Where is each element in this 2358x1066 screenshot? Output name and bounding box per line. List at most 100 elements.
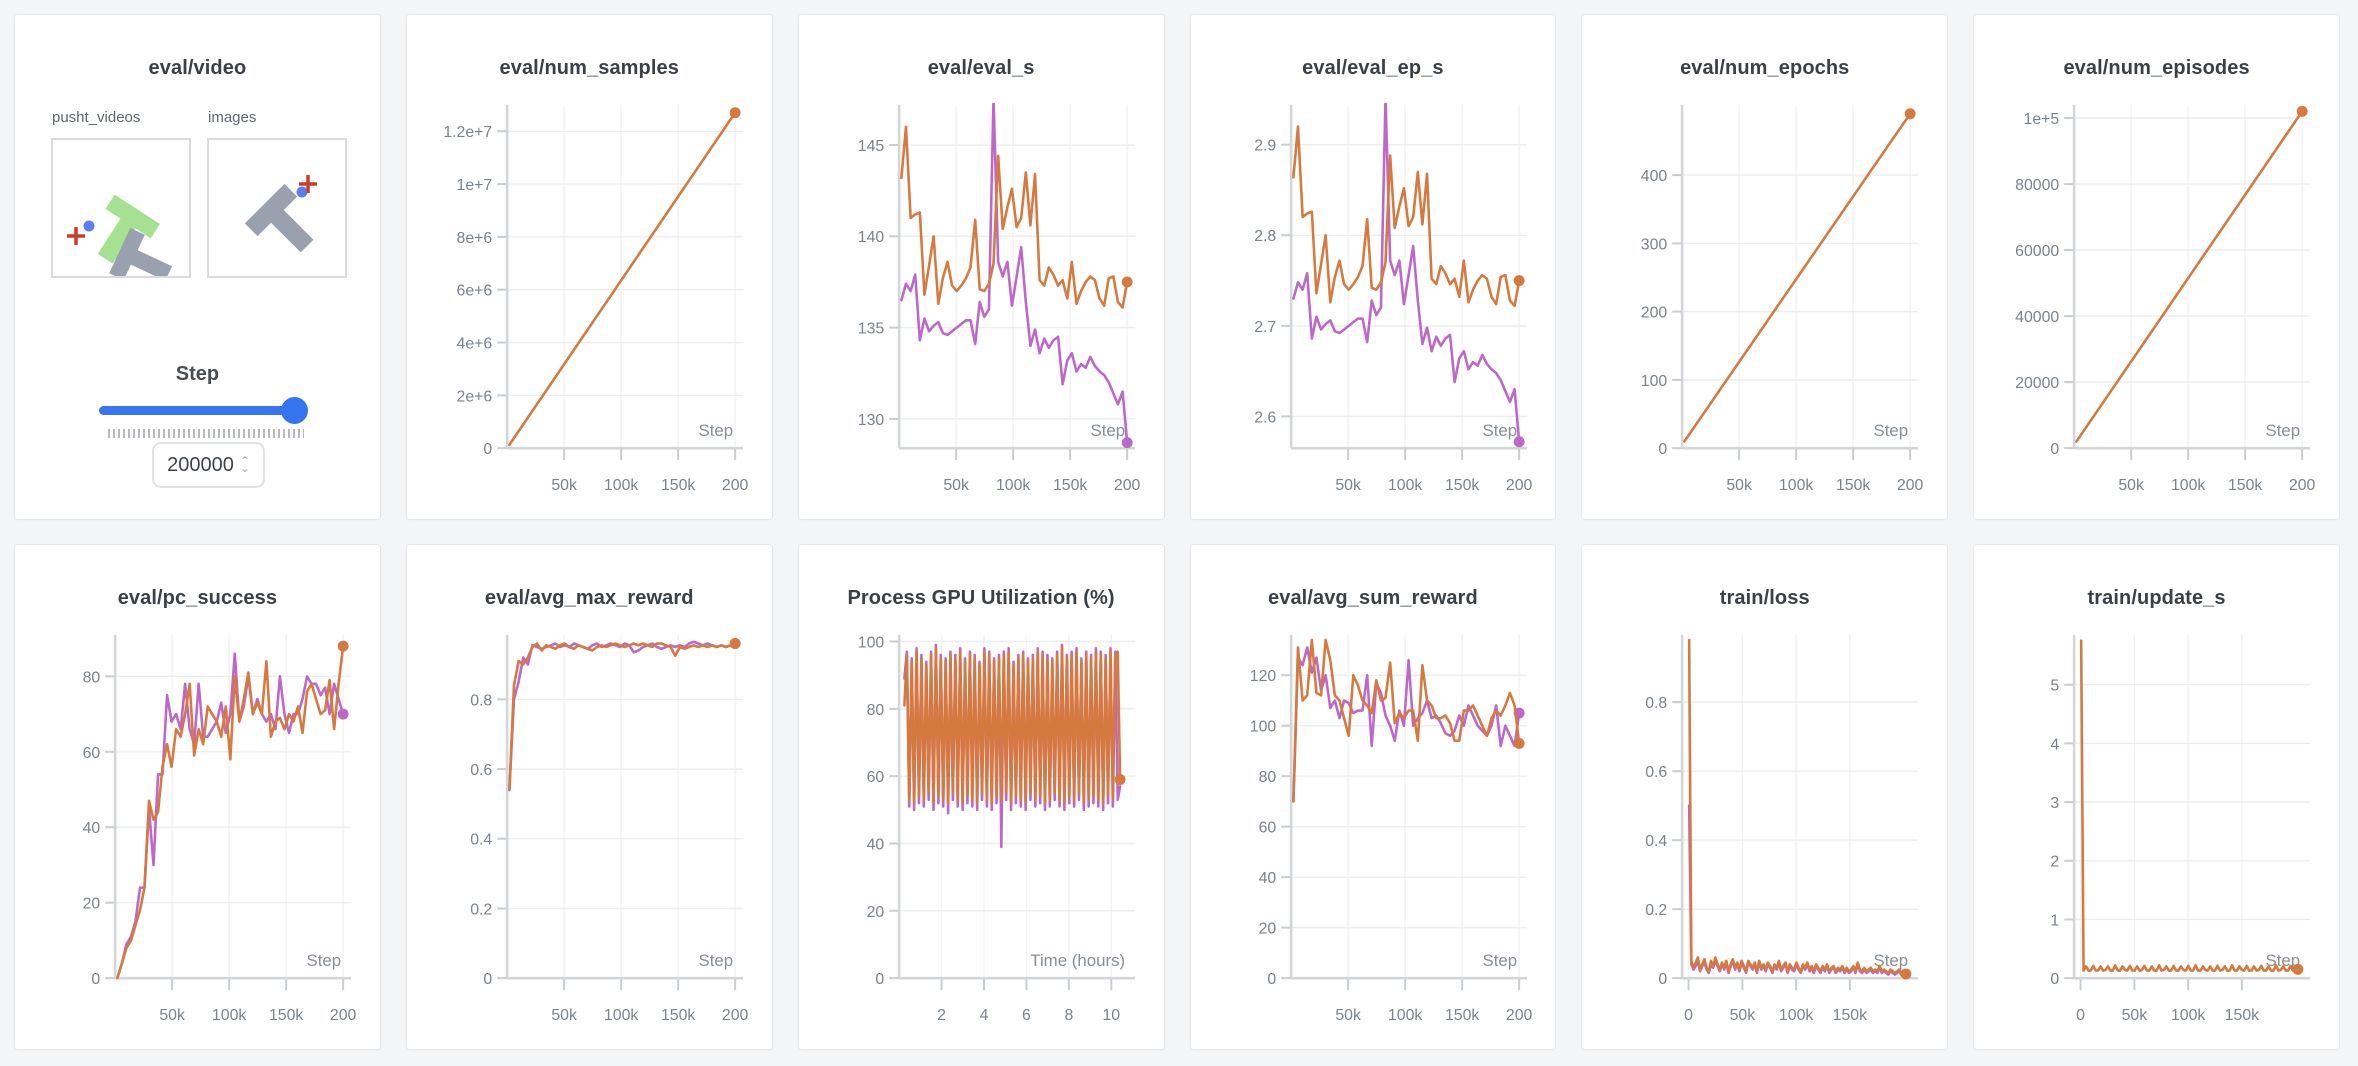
line-chart[interactable]: 50k 100k 150k 200 0 100 200 300 400 Step <box>1582 15 1947 519</box>
pusht-scene-icon <box>67 194 173 281</box>
svg-text:0: 0 <box>2051 971 2060 988</box>
svg-text:200: 200 <box>1114 477 1141 494</box>
svg-text:60: 60 <box>83 745 101 762</box>
line-chart[interactable]: 50k 100k 150k 200 0 2e+6 4e+6 6e+6 8e+6 1e+7 1.2e+… <box>407 15 772 519</box>
stepper-arrows[interactable]: ⌃ ⌄ <box>239 454 250 475</box>
svg-text:200: 200 <box>722 477 749 494</box>
line-chart[interactable]: 50k 100k 150k 200 0 20 40 60 80 Step <box>15 545 380 1049</box>
svg-text:5: 5 <box>2051 678 2060 695</box>
goal-cross-icon <box>67 227 85 245</box>
panel-title: Process GPU Utilization (%) <box>847 587 1115 609</box>
svg-text:0.4: 0.4 <box>1646 833 1668 850</box>
svg-text:200: 200 <box>1505 477 1532 494</box>
step-value-input[interactable]: 200000 ⌃ ⌄ <box>152 442 265 488</box>
svg-text:100k: 100k <box>1779 1007 1813 1024</box>
svg-text:80000: 80000 <box>2015 177 2059 194</box>
line-chart[interactable]: 50k 100k 150k 200 2.6 2.7 2.8 2.9 Step <box>1191 15 1556 519</box>
svg-text:0: 0 <box>875 971 884 988</box>
panel-title: eval/pc_success <box>117 587 278 609</box>
svg-text:0: 0 <box>483 971 492 988</box>
svg-text:200: 200 <box>1505 1007 1532 1024</box>
svg-text:0: 0 <box>483 441 492 458</box>
svg-text:200: 200 <box>722 1007 749 1024</box>
svg-text:4: 4 <box>979 1007 988 1024</box>
svg-text:2.8: 2.8 <box>1254 228 1276 245</box>
svg-text:200: 200 <box>1641 305 1668 322</box>
line-chart[interactable]: 50k 100k 150k 200 0 20000 40000 60000 80000 1e+5 S… <box>1974 15 2339 519</box>
svg-text:1.2e+7: 1.2e+7 <box>443 124 492 141</box>
chart-panel-eval-s: eval/eval_s 50k 100k 150k 200 130 135 140 145 St… <box>797 14 1165 520</box>
svg-text:2e+6: 2e+6 <box>456 388 492 405</box>
svg-text:80: 80 <box>83 669 101 686</box>
svg-text:0: 0 <box>1659 971 1668 988</box>
svg-text:150k: 150k <box>661 1007 695 1024</box>
svg-text:100k: 100k <box>604 1007 638 1024</box>
chart-panel-eval-ep-s: eval/eval_ep_s 50k 100k 150k 200 2.6 2.7 2.8 2.… <box>1189 14 1557 520</box>
stepper-up-icon[interactable]: ⌃ <box>239 454 250 468</box>
line-chart[interactable]: 50k 100k 150k 200 130 135 140 145 Step <box>799 15 1164 519</box>
line-chart[interactable]: 50k 100k 150k 200 0 0.2 0.4 0.6 0.8 Step <box>407 545 772 1049</box>
svg-text:145: 145 <box>857 138 884 155</box>
pusht-video-thumbnail[interactable] <box>51 138 191 281</box>
svg-text:40: 40 <box>866 836 884 853</box>
chart-panel-avg-sum-reward: eval/avg_sum_reward 50k 100k 150k 200 0 20 40 6… <box>1189 544 1557 1050</box>
svg-text:8: 8 <box>1064 1007 1073 1024</box>
line-chart[interactable]: 0 50k 100k 150k 0 0.2 0.4 0.6 0.8 Step <box>1582 545 1947 1049</box>
svg-text:135: 135 <box>857 321 884 338</box>
agent-dot-icon <box>83 220 95 232</box>
step-slider-track[interactable] <box>99 406 305 415</box>
chart-panel-train-update-s: train/update_s 0 50k 100k 150k 0 1 2 3 4 5 Step <box>1973 544 2340 1050</box>
svg-text:6: 6 <box>1022 1007 1031 1024</box>
svg-text:4e+6: 4e+6 <box>456 335 492 352</box>
svg-text:80: 80 <box>866 702 884 719</box>
svg-text:40: 40 <box>1258 870 1276 887</box>
svg-text:Step: Step <box>2266 421 2301 440</box>
svg-text:120: 120 <box>1249 668 1276 685</box>
svg-text:10: 10 <box>1102 1007 1120 1024</box>
svg-text:150k: 150k <box>2225 1007 2259 1024</box>
svg-text:1e+7: 1e+7 <box>456 177 492 194</box>
svg-text:80: 80 <box>1258 769 1276 786</box>
svg-text:0.2: 0.2 <box>1646 902 1668 919</box>
chart-panel-num-samples: eval/num_samples 50k 100k 150k 200 0 2e+6 4e+6… <box>405 14 773 520</box>
chart-panel-num-episodes: eval/num_episodes 50k 100k 150k 200 0 20000 40… <box>1973 14 2340 520</box>
svg-text:140: 140 <box>857 229 884 246</box>
svg-text:100: 100 <box>1249 719 1276 736</box>
svg-text:0: 0 <box>1684 1007 1693 1024</box>
panel-title: eval/num_samples <box>499 57 679 79</box>
svg-text:Step: Step <box>306 951 341 970</box>
media-panel-eval-video: eval/video pusht_videos images <box>14 14 381 520</box>
stepper-down-icon[interactable]: ⌄ <box>239 461 250 475</box>
images-thumbnail[interactable] <box>207 138 347 278</box>
svg-text:Step: Step <box>1874 421 1909 440</box>
svg-text:0: 0 <box>2076 1007 2085 1024</box>
svg-text:Step: Step <box>1874 951 1909 970</box>
svg-text:150k: 150k <box>1833 1007 1867 1024</box>
svg-text:Step: Step <box>1090 421 1125 440</box>
svg-text:50k: 50k <box>1727 477 1753 494</box>
pusht-image-icon <box>244 175 317 253</box>
panel-title: eval/avg_max_reward <box>484 587 694 609</box>
svg-text:0.2: 0.2 <box>470 901 492 918</box>
svg-text:2.7: 2.7 <box>1254 319 1276 336</box>
svg-text:50k: 50k <box>551 477 577 494</box>
svg-text:20: 20 <box>1258 921 1276 938</box>
svg-text:0: 0 <box>1659 441 1668 458</box>
agent-dot-icon <box>296 186 308 198</box>
svg-text:150k: 150k <box>1053 477 1087 494</box>
step-value: 200000 <box>167 453 234 476</box>
svg-text:0.8: 0.8 <box>470 692 492 709</box>
svg-text:60: 60 <box>866 769 884 786</box>
svg-text:50k: 50k <box>2119 477 2145 494</box>
svg-text:Step: Step <box>1482 421 1517 440</box>
svg-text:0.6: 0.6 <box>1646 764 1668 781</box>
step-slider-knob[interactable] <box>281 397 308 424</box>
panel-title: eval/eval_ep_s <box>1302 57 1444 79</box>
media-key-label: pusht_videos <box>52 109 141 126</box>
svg-text:100k: 100k <box>996 477 1030 494</box>
svg-text:100k: 100k <box>604 477 638 494</box>
line-chart[interactable]: 50k 100k 150k 200 0 20 40 60 80 100 120 Step <box>1191 545 1556 1049</box>
svg-text:Step: Step <box>698 951 733 970</box>
